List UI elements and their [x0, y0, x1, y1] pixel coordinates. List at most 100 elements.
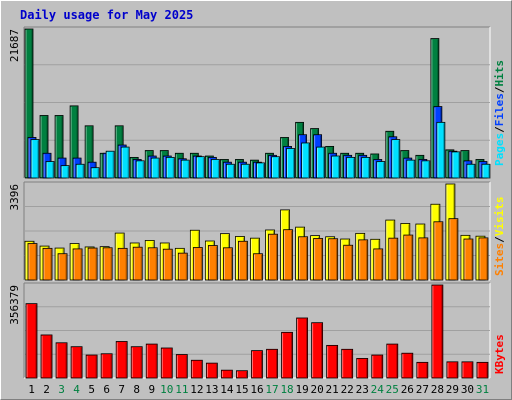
visits-legend-part: Visits: [493, 197, 506, 237]
kbytes-bar-day-19: [296, 317, 308, 379]
kbytes-bar-day-27: [416, 361, 429, 379]
usage-bar-pages-day-4: [75, 163, 85, 179]
kbytes-legend: KBytes: [493, 334, 506, 374]
kbytes-bar-day-15: [236, 370, 248, 379]
visits-bar-sites-day-19: [298, 236, 308, 281]
day-label-22: 22: [341, 383, 354, 396]
kbytes-bar-day-22: [341, 348, 354, 379]
visits-bar-sites-day-28: [433, 221, 444, 281]
visits-bar-sites-day-2: [42, 247, 53, 281]
day-label-2: 2: [43, 383, 50, 396]
visits-bar-sites-day-30: [463, 238, 474, 281]
day-label-8: 8: [133, 383, 140, 396]
visits-bar-sites-day-12: [192, 247, 203, 281]
day-label-31: 31: [476, 383, 489, 396]
visits-bar-sites-day-8: [132, 246, 143, 281]
day-label-4: 4: [73, 383, 80, 396]
usage-legend-part: Pages: [493, 133, 506, 166]
visits-bar-sites-day-7: [117, 247, 128, 281]
kbytes-bar-day-21: [326, 344, 339, 379]
visits-bar-sites-day-20: [313, 238, 324, 281]
visits-bar-sites-day-3: [57, 253, 68, 281]
visits-bar-sites-day-17: [268, 233, 278, 281]
day-label-18: 18: [280, 383, 293, 396]
usage-bar-pages-day-11: [180, 159, 190, 179]
kbytes-bar-day-24: [371, 354, 384, 379]
usage-legend-part: /: [493, 126, 506, 133]
visits-bar-sites-day-13: [207, 245, 218, 281]
day-label-20: 20: [311, 383, 324, 396]
visits-bar-sites-day-14: [223, 247, 233, 281]
usage-bar-pages-day-29: [451, 151, 461, 179]
day-label-30: 30: [461, 383, 474, 396]
usage-bar-pages-day-27: [421, 160, 431, 179]
kbytes-bar-day-7: [115, 341, 128, 379]
visits-bar-sites-day-18: [283, 229, 293, 281]
day-label-7: 7: [118, 383, 125, 396]
kbytes-bar-day-31: [476, 361, 489, 379]
day-label-21: 21: [326, 383, 339, 396]
visits-bar-sites-day-23: [358, 239, 369, 281]
visits-legend-part: /: [493, 236, 506, 243]
kbytes-bar-day-5: [85, 354, 98, 379]
usage-legend-part: /: [493, 86, 506, 93]
usage-bar-pages-day-23: [361, 156, 371, 179]
usage-bar-pages-day-9: [150, 157, 160, 179]
kbytes-bar-day-29: [446, 361, 459, 379]
usage-bar-pages-day-10: [165, 156, 175, 179]
visits-bar-sites-day-21: [328, 238, 339, 281]
visits-bar-sites-day-29: [448, 218, 459, 281]
kbytes-bar-day-20: [311, 322, 324, 379]
usage-bar-pages-day-19: [301, 142, 310, 179]
kbytes-bar-day-23: [356, 358, 369, 379]
kbytes-bar-day-17: [266, 348, 278, 379]
day-label-26: 26: [401, 383, 414, 396]
usage-bar-pages-day-1: [30, 139, 40, 179]
day-label-5: 5: [88, 383, 95, 396]
kbytes-bar-day-4: [70, 346, 83, 379]
visits-bar-sites-day-1: [27, 243, 38, 281]
usage-bar-pages-day-28: [436, 121, 446, 179]
day-label-28: 28: [431, 383, 444, 396]
day-label-15: 15: [235, 383, 248, 396]
kbytes-bar-day-26: [401, 352, 414, 379]
kbytes-bar-day-11: [175, 354, 188, 379]
day-label-3: 3: [58, 383, 65, 396]
usage-bar-pages-day-2: [45, 161, 55, 179]
kbytes-bar-day-2: [40, 334, 53, 379]
day-label-16: 16: [250, 383, 263, 396]
day-label-24: 24: [371, 383, 385, 396]
kbytes-bar-day-30: [461, 361, 474, 379]
kbytes-bar-day-28: [431, 284, 444, 379]
kbytes-bar-day-10: [160, 347, 173, 379]
visits-legend-part: Sites: [493, 243, 506, 276]
kbytes-ymax-label: 356379: [8, 285, 21, 325]
usage-legend-part: Hits: [493, 60, 506, 87]
kbytes-bar-day-1: [25, 303, 38, 379]
visits-bar-sites-day-26: [403, 234, 414, 281]
visits-bar-sites-day-10: [162, 248, 173, 281]
visits-bar-sites-day-5: [87, 247, 98, 281]
visits-bar-sites-day-31: [478, 237, 489, 281]
day-label-25: 25: [386, 383, 399, 396]
usage-bar-pages-day-6: [105, 150, 115, 179]
usage-bar-pages-day-16: [256, 162, 265, 179]
visits-bar-sites-day-6: [102, 247, 113, 281]
usage-bar-pages-day-5: [90, 167, 100, 179]
usage-bar-pages-day-25: [391, 139, 401, 179]
day-label-17: 17: [265, 383, 278, 396]
usage-bar-pages-day-13: [210, 159, 220, 179]
kbytes-bar-day-18: [281, 331, 293, 379]
day-label-12: 12: [190, 383, 203, 396]
usage-bar-pages-day-30: [466, 163, 476, 179]
day-label-19: 19: [295, 383, 308, 396]
visits-bar-sites-day-16: [253, 253, 263, 281]
usage-legend: Pages/Files/Hits: [493, 60, 506, 166]
kbytes-bar-day-6: [100, 353, 113, 379]
visits-bar-sites-day-22: [343, 244, 354, 281]
usage-ymax-label: 21687: [8, 29, 21, 62]
usage-legend-part: Files: [493, 93, 506, 126]
day-label-29: 29: [446, 383, 459, 396]
kbytes-legend-part: KBytes: [493, 334, 506, 374]
